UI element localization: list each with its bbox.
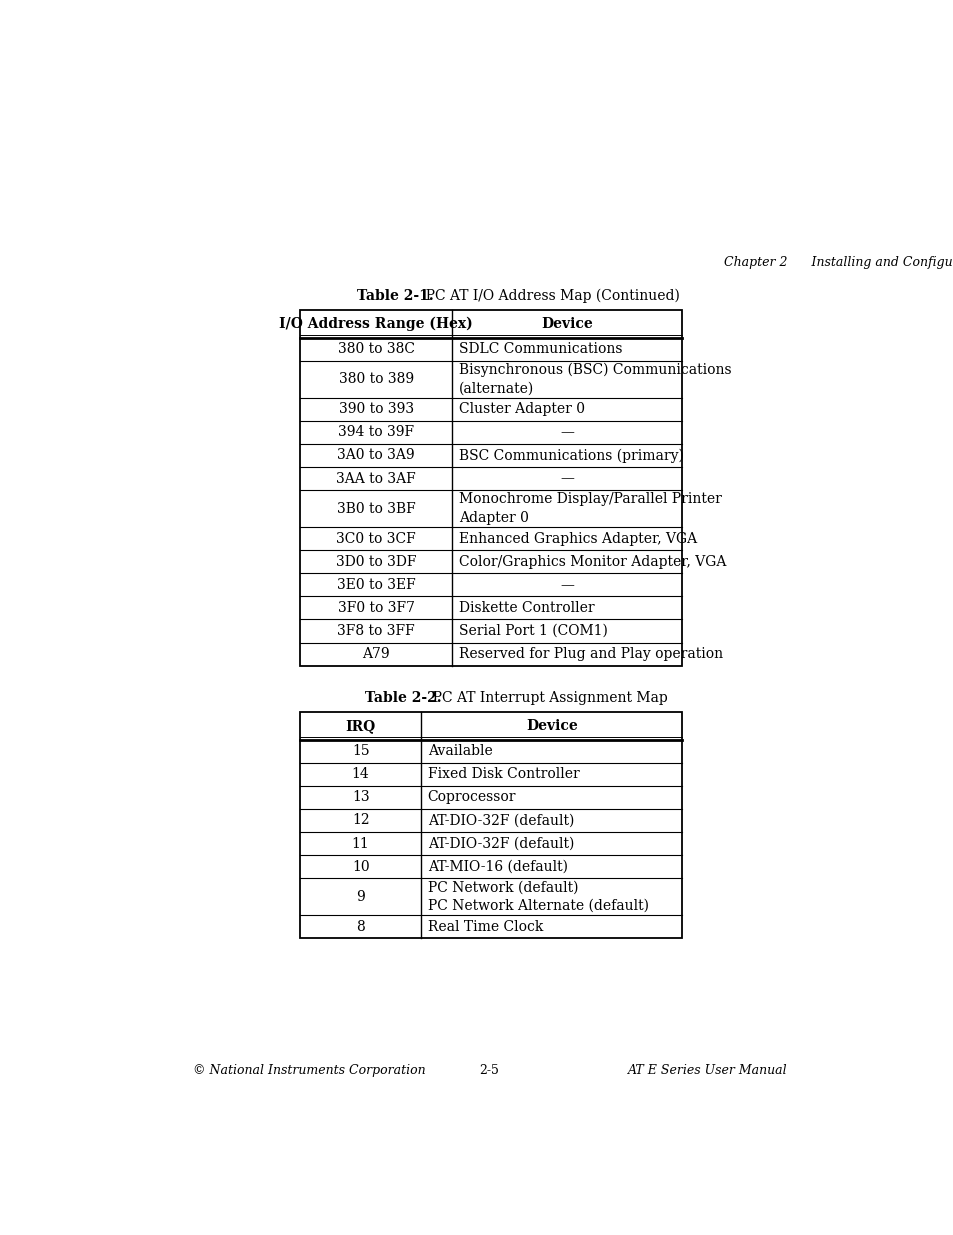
Text: 8: 8 (355, 920, 365, 934)
Text: —: — (559, 472, 574, 485)
Text: AT E Series User Manual: AT E Series User Manual (627, 1065, 786, 1077)
Text: 380 to 389: 380 to 389 (338, 372, 414, 387)
Text: —: — (559, 578, 574, 592)
Text: 3AA to 3AF: 3AA to 3AF (336, 472, 416, 485)
Text: 3C0 to 3CF: 3C0 to 3CF (336, 531, 416, 546)
Text: A79: A79 (362, 647, 390, 661)
Text: Reserved for Plug and Play operation: Reserved for Plug and Play operation (458, 647, 722, 661)
Text: AT-DIO-32F (default): AT-DIO-32F (default) (427, 814, 574, 827)
Text: 9: 9 (355, 889, 365, 904)
Text: —: — (559, 425, 574, 440)
Text: 394 to 39F: 394 to 39F (337, 425, 414, 440)
Text: 12: 12 (352, 814, 369, 827)
Text: PC AT Interrupt Assignment Map: PC AT Interrupt Assignment Map (424, 690, 667, 705)
Text: 15: 15 (352, 745, 369, 758)
Text: Adapter 0: Adapter 0 (458, 511, 528, 525)
Text: Device: Device (540, 316, 593, 331)
Text: PC AT I/O Address Map (Continued): PC AT I/O Address Map (Continued) (416, 289, 679, 304)
Text: Table 2-2.: Table 2-2. (364, 690, 441, 705)
Text: Enhanced Graphics Adapter, VGA: Enhanced Graphics Adapter, VGA (458, 531, 696, 546)
Text: IRQ: IRQ (345, 719, 375, 732)
Text: 3A0 to 3A9: 3A0 to 3A9 (337, 448, 415, 462)
Text: 3F8 to 3FF: 3F8 to 3FF (337, 624, 415, 638)
Text: (alternate): (alternate) (458, 382, 534, 395)
Text: Real Time Clock: Real Time Clock (427, 920, 542, 934)
Text: 13: 13 (352, 790, 369, 804)
Text: Table 2-1.: Table 2-1. (357, 289, 434, 303)
Text: 14: 14 (352, 767, 369, 782)
Text: BSC Communications (primary): BSC Communications (primary) (458, 448, 683, 463)
Text: 3E0 to 3EF: 3E0 to 3EF (336, 578, 416, 592)
Text: 3B0 to 3BF: 3B0 to 3BF (336, 501, 416, 515)
Text: PC Network Alternate (default): PC Network Alternate (default) (427, 899, 648, 913)
Text: Bisynchronous (BSC) Communications: Bisynchronous (BSC) Communications (458, 363, 731, 377)
Bar (299, 711, 681, 939)
Text: Coprocessor: Coprocessor (427, 790, 516, 804)
Bar (299, 310, 681, 666)
Text: Chapter 2      Installing and Configuring the Device: Chapter 2 Installing and Configuring the… (723, 256, 953, 269)
Text: 3F0 to 3F7: 3F0 to 3F7 (337, 601, 415, 615)
Text: 11: 11 (352, 836, 369, 851)
Text: 390 to 393: 390 to 393 (338, 403, 414, 416)
Text: Cluster Adapter 0: Cluster Adapter 0 (458, 403, 584, 416)
Text: Available: Available (427, 745, 492, 758)
Text: SDLC Communications: SDLC Communications (458, 342, 621, 356)
Text: I/O Address Range (Hex): I/O Address Range (Hex) (279, 316, 473, 331)
Text: © National Instruments Corporation: © National Instruments Corporation (193, 1065, 425, 1077)
Text: Color/Graphics Monitor Adapter, VGA: Color/Graphics Monitor Adapter, VGA (458, 555, 725, 568)
Text: 3D0 to 3DF: 3D0 to 3DF (335, 555, 416, 568)
Text: Fixed Disk Controller: Fixed Disk Controller (427, 767, 578, 782)
Text: Device: Device (525, 719, 577, 732)
Text: 2-5: 2-5 (478, 1065, 498, 1077)
Text: Monochrome Display/Parallel Printer: Monochrome Display/Parallel Printer (458, 493, 720, 506)
Text: AT-MIO-16 (default): AT-MIO-16 (default) (427, 860, 567, 873)
Text: 380 to 38C: 380 to 38C (337, 342, 415, 356)
Text: 10: 10 (352, 860, 369, 873)
Text: PC Network (default): PC Network (default) (427, 881, 578, 894)
Text: AT-DIO-32F (default): AT-DIO-32F (default) (427, 836, 574, 851)
Text: Diskette Controller: Diskette Controller (458, 601, 594, 615)
Text: Serial Port 1 (COM1): Serial Port 1 (COM1) (458, 624, 607, 638)
